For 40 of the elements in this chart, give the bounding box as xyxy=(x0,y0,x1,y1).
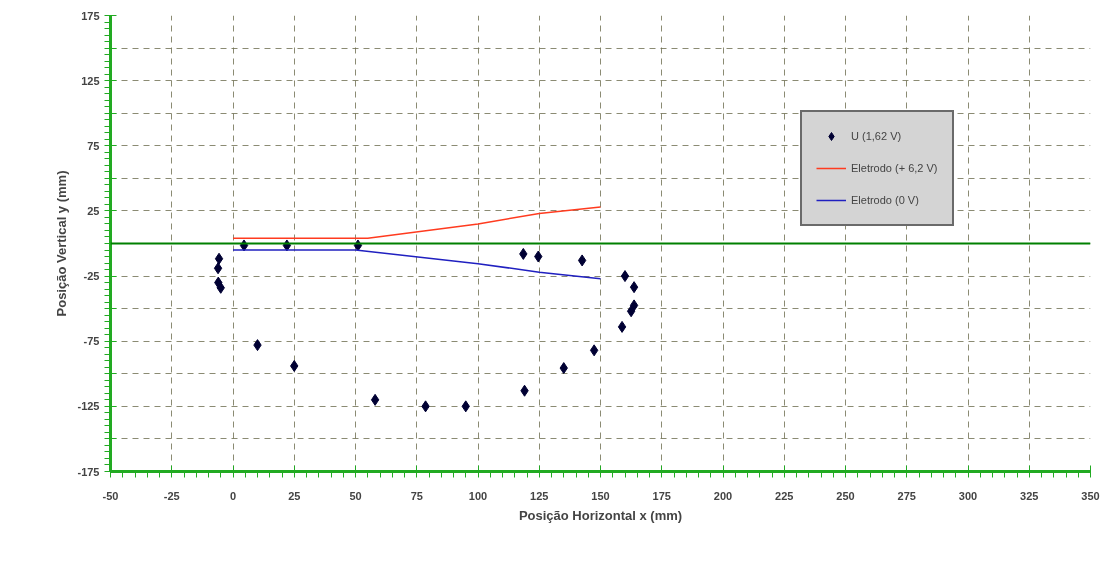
y-tick-label: 75 xyxy=(87,139,100,152)
x-tick-label: 0 xyxy=(229,489,237,502)
point xyxy=(629,299,639,312)
x-tick-label: 325 xyxy=(1020,489,1039,502)
x-tick-label: 125 xyxy=(530,489,549,502)
x-tick-label: 350 xyxy=(1081,489,1100,502)
y-tick-label: -175 xyxy=(77,465,100,478)
point xyxy=(589,344,599,357)
point xyxy=(577,254,587,267)
point xyxy=(629,281,639,294)
y-tick-label: 25 xyxy=(87,204,100,217)
point xyxy=(620,270,630,283)
x-tick-label: 300 xyxy=(958,489,978,502)
legend-label: U (1,62 V) xyxy=(851,130,902,142)
x-tick-label: -25 xyxy=(163,489,180,502)
y-tick-label: -25 xyxy=(83,270,100,283)
x-tick-label: 200 xyxy=(713,489,733,502)
x-axis-title: Posição Horizontal x (mm) xyxy=(518,507,683,523)
x-tick-label: 75 xyxy=(410,489,423,502)
point xyxy=(214,252,224,265)
x-tick-label: 225 xyxy=(775,489,794,502)
line-series xyxy=(232,206,602,240)
x-tick-label: 175 xyxy=(652,489,671,502)
y-tick-label: 125 xyxy=(81,74,100,87)
y-tick-label: -125 xyxy=(77,400,100,413)
point xyxy=(370,393,380,406)
legend-label: Eletrodo (+ 6,2 V) xyxy=(851,162,938,174)
x-tick-label: 275 xyxy=(897,489,916,502)
x-tick-label: 150 xyxy=(591,489,610,502)
x-tick-label: 25 xyxy=(288,489,301,502)
x-tick-label: 50 xyxy=(349,489,362,502)
y-tick-label: -75 xyxy=(83,335,100,348)
y-tick-label: 175 xyxy=(81,9,100,22)
point xyxy=(617,320,627,333)
legend-label: Eletrodo (0 V) xyxy=(851,194,919,206)
point xyxy=(213,262,223,275)
x-tick-label: 100 xyxy=(468,489,488,502)
x-tick-label: -50 xyxy=(102,489,119,502)
x-tick-label: 250 xyxy=(836,489,855,502)
y-axis-title: Posição Vertical y (mm) xyxy=(54,170,70,317)
